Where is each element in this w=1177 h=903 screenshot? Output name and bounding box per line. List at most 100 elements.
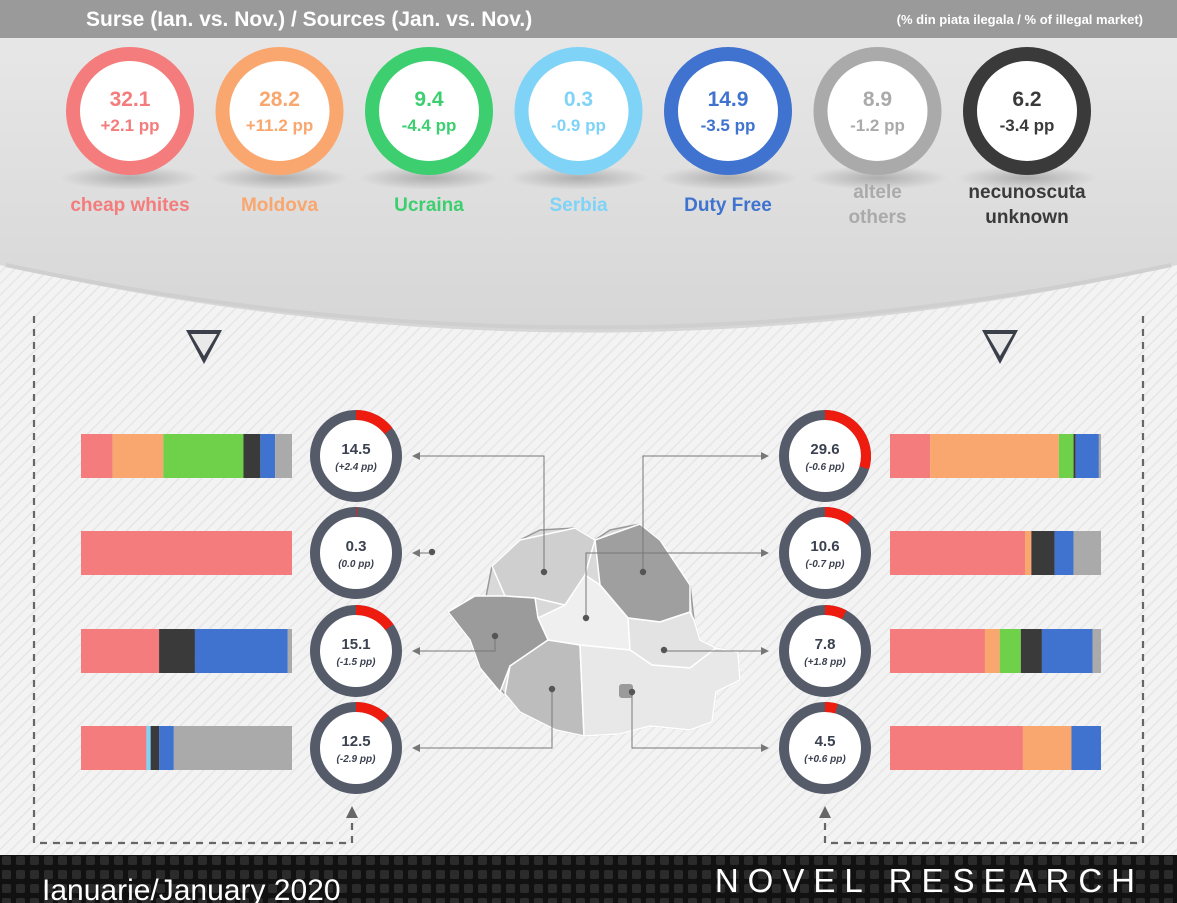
source-delta: -1.2 pp — [850, 116, 905, 135]
region-delta: (-0.7 pp) — [806, 559, 846, 570]
region-donut-share — [779, 702, 871, 794]
bar-segment — [1073, 531, 1101, 575]
bar-segment — [159, 629, 195, 673]
dashed-loop-left — [32, 316, 354, 845]
region-item: 0.3 (0.0 pp) — [81, 507, 436, 599]
region-donut-share — [779, 605, 871, 697]
source-delta: -0.9 pp — [551, 116, 606, 135]
bar-segment — [1041, 629, 1093, 673]
bar-segment — [81, 531, 292, 575]
region-connector — [420, 455, 545, 572]
region-marker — [428, 548, 436, 556]
footer-bar — [0, 855, 1177, 903]
region-marker — [548, 685, 556, 693]
bar-segment — [81, 434, 113, 478]
source-ring — [514, 47, 643, 175]
source-label: cheap whites — [70, 195, 189, 216]
region-marker — [491, 632, 499, 640]
region-value: 12.5 — [341, 733, 370, 750]
bar-segment — [260, 434, 276, 478]
source-delta: -3.5 pp — [701, 116, 756, 135]
region-marker — [540, 568, 548, 576]
source-label: Ucraina — [394, 195, 464, 216]
source-label: Duty Free — [684, 195, 772, 216]
bar-segment — [1022, 726, 1072, 770]
bar-segment — [81, 629, 160, 673]
source-delta: -4.4 pp — [402, 116, 457, 135]
region-donut-share — [779, 507, 871, 599]
bar-segment — [1075, 434, 1099, 478]
region-connector — [585, 552, 761, 618]
bar-segment — [1098, 434, 1101, 478]
bar-segment — [1031, 531, 1055, 575]
source-label: Serbia — [549, 195, 608, 216]
bar-segment — [1071, 726, 1101, 770]
region-donut-share — [310, 410, 402, 502]
region-connector — [631, 692, 761, 749]
region-item: 14.5 (+2.4 pp) — [81, 410, 548, 576]
region-connector — [420, 689, 553, 749]
region-value: 15.1 — [341, 636, 370, 653]
region-donut-share — [310, 605, 402, 697]
bar-segment — [1092, 629, 1101, 673]
source-ring — [664, 47, 792, 175]
bar-segment — [890, 726, 1023, 770]
source-ring — [365, 47, 493, 175]
region-marker — [639, 568, 647, 576]
region-value: 0.3 — [346, 538, 367, 555]
bar-segment — [287, 629, 292, 673]
bar-segment — [890, 434, 931, 478]
region-value: 7.8 — [815, 636, 836, 653]
bar-segment — [999, 629, 1021, 673]
region-delta: (+2.4 pp) — [335, 462, 377, 473]
source-item: 9.4 -4.4 pp Ucraina — [359, 47, 499, 216]
region-value: 14.5 — [341, 441, 370, 458]
region-delta: (+0.6 pp) — [804, 754, 846, 765]
header-title: Surse (Ian. vs. Nov.) / Sources (Jan. vs… — [86, 8, 532, 31]
bar-segment — [1058, 434, 1074, 478]
bar-segment — [146, 726, 151, 770]
region-item: 10.6 (-0.7 pp) — [582, 507, 1101, 622]
region-donut-share — [310, 702, 402, 794]
source-ring — [813, 47, 942, 175]
bar-segment — [81, 726, 147, 770]
source-label: altele others — [848, 182, 906, 228]
region-item: 7.8 (+1.8 pp) — [660, 605, 1101, 697]
region-item: 4.5 (+0.6 pp) — [628, 688, 1101, 794]
region-delta: (-1.5 pp) — [337, 657, 377, 668]
source-delta: -3.4 pp — [1000, 116, 1055, 135]
region-marker — [660, 646, 668, 654]
source-value: 28.2 — [259, 88, 300, 111]
bar-segment — [1025, 531, 1032, 575]
region-item: 29.6 (-0.6 pp) — [639, 410, 1101, 576]
bar-segment — [150, 726, 160, 770]
region-delta: (-0.6 pp) — [806, 462, 846, 473]
source-delta: +11.2 pp — [246, 116, 314, 135]
region-value: 4.5 — [815, 733, 836, 750]
source-item: 28.2 +11.2 pp Moldova — [209, 47, 350, 216]
region-value: 10.6 — [810, 538, 839, 555]
region-connector — [420, 636, 496, 652]
source-value: 14.9 — [708, 88, 749, 111]
region-connector — [642, 455, 761, 572]
header-bar — [0, 0, 1177, 38]
source-delta: +2.1 pp — [100, 116, 159, 135]
region-marker — [628, 688, 636, 696]
region-delta: (-2.9 pp) — [337, 754, 377, 765]
bar-segment — [194, 629, 288, 673]
bar-segment — [890, 629, 985, 673]
source-value: 9.4 — [414, 88, 444, 111]
dashed-loop-right — [823, 316, 1145, 845]
bar-segment — [173, 726, 292, 770]
source-value: 32.1 — [110, 88, 151, 111]
footer-brand: NOVEL RESEARCH — [715, 862, 1144, 899]
sources-row: 32.1 +2.1 pp cheap whites 28.2 +11.2 pp Moldo… — [60, 47, 1097, 228]
bar-segment — [112, 434, 164, 478]
bar-segment — [1020, 629, 1042, 673]
source-item: 0.3 -0.9 pp Serbia — [508, 47, 649, 216]
source-value: 6.2 — [1012, 88, 1041, 111]
source-ring — [215, 47, 344, 175]
source-label: necunoscuta unknown — [968, 182, 1086, 228]
region-donut-share — [310, 507, 402, 599]
